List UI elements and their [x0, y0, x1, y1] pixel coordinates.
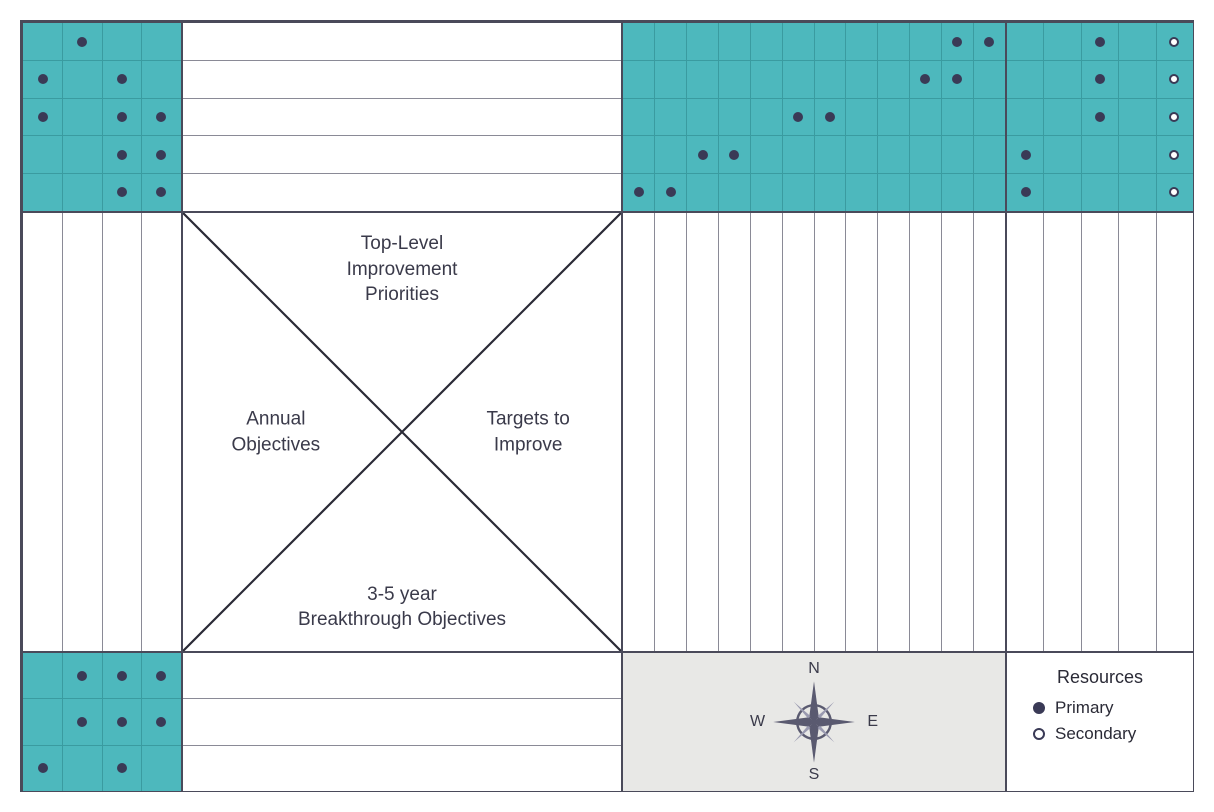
primary-dot	[1021, 150, 1031, 160]
primary-dot	[117, 112, 127, 122]
primary-dot	[952, 37, 962, 47]
primary-dot	[156, 112, 166, 122]
legend-panel: Resources Primary Secondary	[1006, 652, 1194, 792]
primary-dot	[156, 671, 166, 681]
primary-dot	[38, 763, 48, 773]
primary-dot	[77, 37, 87, 47]
primary-dot	[984, 37, 994, 47]
legend-label: Primary	[1055, 698, 1114, 718]
secondary-dot	[1169, 112, 1179, 122]
primary-dot	[77, 671, 87, 681]
grid-mid-right-b	[1006, 212, 1194, 652]
secondary-dot	[1169, 74, 1179, 84]
center-x-panel: Top-LevelImprovementPriorities AnnualObj…	[182, 212, 622, 652]
compass-s: S	[809, 766, 820, 784]
legend-item-primary: Primary	[1033, 698, 1175, 718]
primary-dot	[156, 187, 166, 197]
primary-dot	[825, 112, 835, 122]
grid-top-left	[22, 22, 182, 212]
label-top: Top-LevelImprovementPriorities	[249, 231, 556, 308]
dot-icon	[1033, 702, 1045, 714]
primary-dot	[1095, 74, 1105, 84]
grid-bottom-center	[182, 652, 622, 792]
primary-dot	[117, 150, 127, 160]
compass-panel: N E S W	[622, 652, 1006, 792]
primary-dot	[117, 187, 127, 197]
primary-dot	[156, 717, 166, 727]
label-bottom: 3-5 yearBreakthrough Objectives	[227, 582, 577, 633]
primary-dot	[117, 74, 127, 84]
legend-title: Resources	[1025, 667, 1175, 688]
primary-dot	[1095, 37, 1105, 47]
secondary-dot	[1169, 150, 1179, 160]
compass-icon: N E S W	[754, 662, 874, 782]
primary-dot	[156, 150, 166, 160]
compass-n: N	[808, 660, 820, 678]
circle-icon	[1033, 728, 1045, 740]
x-matrix-diagram: Top-LevelImprovementPriorities AnnualObj…	[20, 20, 1194, 792]
primary-dot	[77, 717, 87, 727]
primary-dot	[38, 112, 48, 122]
grid-top-right-a	[622, 22, 1006, 212]
grid-top-right-b	[1006, 22, 1194, 212]
primary-dot	[729, 150, 739, 160]
primary-dot	[634, 187, 644, 197]
primary-dot	[117, 671, 127, 681]
grid-mid-left	[22, 212, 182, 652]
primary-dot	[1021, 187, 1031, 197]
secondary-dot	[1169, 187, 1179, 197]
label-right: Targets toImprove	[449, 406, 607, 457]
primary-dot	[666, 187, 676, 197]
label-left: AnnualObjectives	[197, 406, 355, 457]
primary-dot	[1095, 112, 1105, 122]
secondary-dot	[1169, 37, 1179, 47]
primary-dot	[952, 74, 962, 84]
primary-dot	[117, 717, 127, 727]
primary-dot	[38, 74, 48, 84]
legend-item-secondary: Secondary	[1033, 724, 1175, 744]
primary-dot	[920, 74, 930, 84]
compass-e: E	[867, 713, 878, 731]
primary-dot	[793, 112, 803, 122]
grid-bottom-left	[22, 652, 182, 792]
primary-dot	[698, 150, 708, 160]
compass-w: W	[750, 713, 765, 731]
legend-label: Secondary	[1055, 724, 1136, 744]
grid-mid-right-a	[622, 212, 1006, 652]
primary-dot	[117, 763, 127, 773]
grid-top-center	[182, 22, 622, 212]
